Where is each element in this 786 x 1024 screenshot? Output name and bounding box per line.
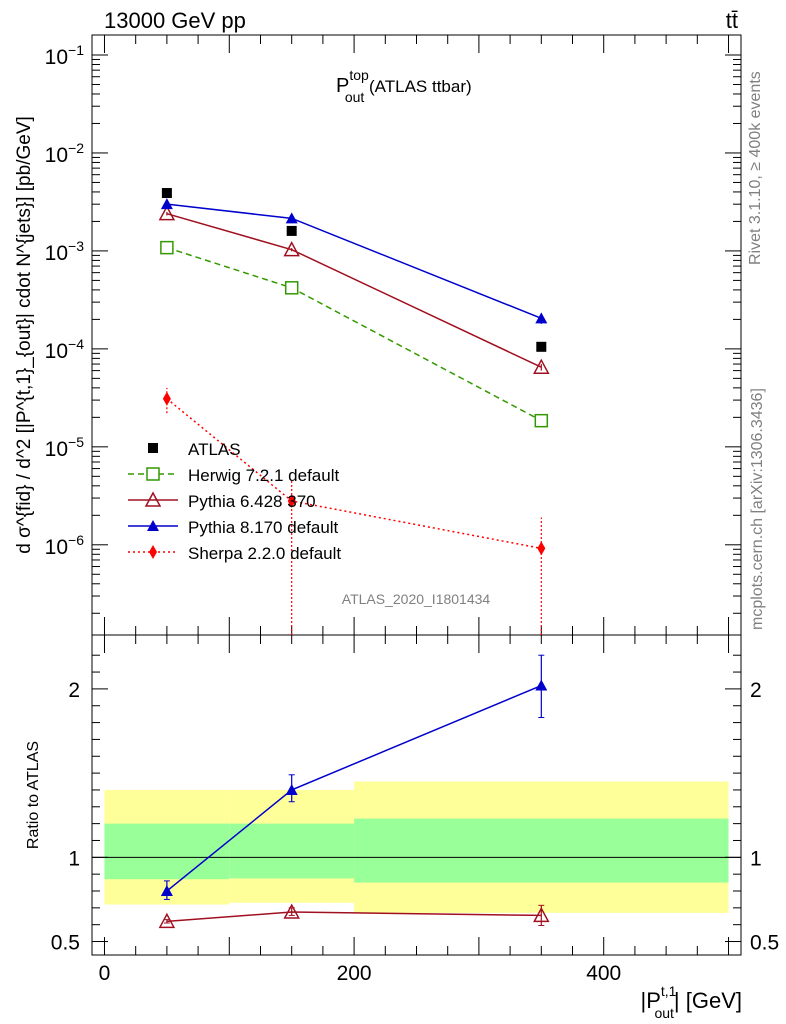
reference-point — [536, 341, 547, 352]
x-axis-label-post: | [GeV] — [674, 988, 742, 1013]
plot-title: Ptop out (ATLAS ttbar) — [336, 67, 472, 105]
ratio-point — [283, 903, 300, 919]
series-point — [162, 391, 171, 406]
legend-item: Pythia 6.428 370 — [128, 491, 316, 511]
reference-point — [161, 188, 172, 199]
series-point — [537, 541, 546, 556]
series-point — [535, 312, 548, 324]
y-tick-label-ratio: 0.5 — [51, 932, 80, 955]
y-tick-label-main: 10−2 — [45, 140, 85, 167]
reference-points — [161, 188, 547, 352]
axis-ticks — [92, 35, 741, 955]
series-point — [287, 493, 296, 508]
legend-marker — [148, 443, 158, 453]
reference-point — [286, 225, 297, 236]
legend-marker — [147, 520, 159, 531]
y-tick-label-main: 10−4 — [45, 336, 85, 363]
plot-title-suffix: (ATLAS ttbar) — [364, 77, 471, 96]
legend: ATLAS Herwig 7.2.1 default Pythia 6.428 37… — [128, 440, 341, 563]
y-tick-label-main: 10−5 — [45, 434, 85, 461]
legend-item: ATLAS — [148, 440, 241, 459]
x-axis-label-sup: t,1 — [661, 983, 677, 999]
y-tick-label-ratio-right: 1 — [750, 847, 762, 870]
x-axis-label-sub: out — [654, 1005, 674, 1021]
ratio-bands — [104, 781, 729, 913]
ratio-series-2 — [160, 654, 548, 900]
ratio-point — [285, 783, 298, 795]
legend-label: Sherpa 2.2.0 default — [188, 544, 341, 563]
y-tick-label-main: 10−1 — [45, 42, 85, 69]
series-point — [285, 212, 298, 224]
series-point — [160, 198, 173, 210]
legend-marker — [144, 491, 162, 507]
series-point — [534, 413, 549, 428]
header-left-title: 13000 GeV pp — [104, 8, 246, 33]
mcplots-credit-text: mcplots.cern.ch [arXiv:1306.3436] — [749, 388, 766, 630]
series-line — [166, 212, 542, 368]
legend-item: Pythia 8.170 default — [128, 518, 339, 537]
series-point — [160, 240, 174, 255]
plot-title-base: P — [336, 75, 349, 97]
y-tick-label-ratio-right: 0.5 — [750, 932, 779, 955]
header-right-title: tt̄ — [726, 8, 738, 33]
analysis-watermark: ATLAS_2020_I1801434 — [342, 591, 491, 607]
series-point — [284, 281, 299, 295]
rivet-version-text: Rivet 3.1.10, ≥ 400k events — [747, 71, 764, 265]
legend-label: Pythia 6.428 370 — [188, 492, 316, 511]
x-tick-label: 200 — [337, 962, 372, 985]
series-2 — [160, 198, 548, 324]
legend-item: Sherpa 2.2.0 default — [128, 544, 341, 563]
series-3 — [162, 387, 546, 635]
series-0 — [160, 240, 549, 428]
series-point — [158, 205, 176, 221]
y-axis-label-ratio: Ratio to ATLAS — [25, 741, 42, 849]
x-tick-label: 400 — [586, 962, 621, 985]
series-point — [283, 241, 300, 257]
axis-tick-labels: 10−1 10−2 10−3 10−4 10−5 10−6 2 2 1 1 0.5 0.5 0 200 40… — [45, 42, 780, 985]
main-panel-series — [158, 188, 550, 635]
y-tick-label-main: 10−6 — [45, 532, 85, 559]
y-tick-label-ratio: 2 — [68, 679, 80, 702]
legend-marker — [146, 467, 160, 481]
ratio-series-1 — [158, 903, 550, 929]
ratio-band-inner — [354, 818, 729, 883]
legend-label: Herwig 7.2.1 default — [188, 466, 339, 485]
ratio-line — [166, 911, 542, 923]
plot-title-sub: out — [345, 89, 365, 105]
series-1 — [158, 205, 550, 374]
series-line — [166, 246, 542, 422]
plot-title-sup: top — [349, 67, 369, 83]
series-line — [166, 203, 542, 320]
x-axis-label-pre: |P — [640, 988, 660, 1013]
series-point — [533, 358, 550, 374]
y-tick-label-ratio: 1 — [68, 847, 80, 870]
y-tick-label-ratio-right: 2 — [750, 679, 762, 702]
ratio-band-inner — [229, 823, 355, 879]
ratio-point — [533, 906, 550, 923]
legend-marker — [149, 545, 157, 559]
x-tick-label: 0 — [99, 962, 111, 985]
ratio-point — [160, 885, 173, 896]
legend-label: Pythia 8.170 default — [188, 518, 339, 537]
ratio-band-inner — [104, 823, 230, 880]
ratio-point — [535, 679, 548, 691]
x-axis-label: |Pt,1 out| [GeV] — [640, 983, 742, 1021]
ratio-panel-series — [158, 654, 550, 929]
legend-item: Herwig 7.2.1 default — [128, 466, 339, 485]
y-tick-label-main: 10−3 — [45, 238, 85, 265]
ratio-point — [158, 912, 176, 929]
y-axis-label-main: d σ^{fid} / d^2 [|P^{t,1}_{out}| cdot N^… — [14, 116, 35, 554]
legend-label: ATLAS — [188, 440, 241, 459]
